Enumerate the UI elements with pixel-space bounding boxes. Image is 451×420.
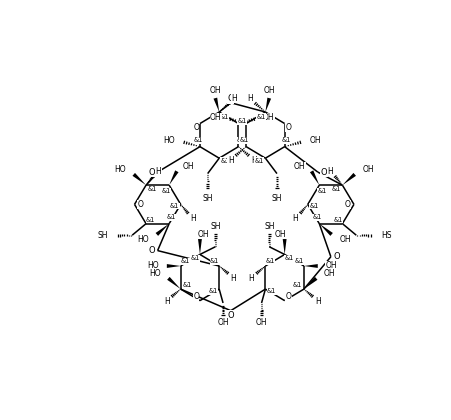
Text: &1: &1	[219, 114, 229, 120]
Text: OH: OH	[309, 136, 321, 145]
Text: OH: OH	[198, 230, 210, 239]
Text: &1: &1	[331, 186, 341, 192]
Text: HO: HO	[164, 136, 175, 145]
Text: H: H	[293, 214, 298, 223]
Polygon shape	[198, 239, 202, 255]
Polygon shape	[304, 277, 318, 289]
Text: H: H	[327, 167, 333, 176]
Text: OH: OH	[256, 318, 267, 328]
Text: O: O	[138, 200, 143, 209]
Text: &1: &1	[293, 282, 302, 288]
Text: &1: &1	[256, 114, 265, 120]
Text: SH: SH	[202, 194, 213, 203]
Text: OH: OH	[183, 162, 195, 171]
Text: OH: OH	[326, 262, 337, 270]
Text: H: H	[228, 156, 234, 165]
Text: H: H	[247, 94, 253, 102]
Polygon shape	[304, 264, 318, 268]
Text: O: O	[193, 292, 199, 301]
Text: &1: &1	[255, 158, 264, 163]
Text: H: H	[190, 214, 196, 223]
Text: &1: &1	[194, 137, 203, 144]
Text: OH: OH	[363, 165, 374, 174]
Text: &1: &1	[309, 203, 318, 209]
Polygon shape	[319, 223, 333, 236]
Text: OH: OH	[263, 86, 275, 95]
Text: &1: &1	[313, 215, 322, 220]
Text: OH: OH	[263, 113, 275, 122]
Text: &1: &1	[239, 137, 249, 144]
Text: SH: SH	[210, 222, 221, 231]
Text: &1: &1	[147, 186, 157, 192]
Text: OH: OH	[217, 318, 229, 328]
Text: &1: &1	[285, 255, 294, 261]
Text: &1: &1	[208, 289, 218, 294]
Text: SH: SH	[272, 194, 282, 203]
Text: H: H	[249, 274, 254, 283]
Text: &1: &1	[146, 217, 155, 223]
Polygon shape	[342, 173, 356, 185]
Text: SH: SH	[97, 231, 107, 240]
Polygon shape	[265, 97, 271, 112]
Polygon shape	[156, 223, 169, 236]
Text: H: H	[230, 274, 236, 283]
Text: H: H	[156, 167, 161, 176]
Polygon shape	[169, 171, 179, 185]
Text: &1: &1	[238, 118, 247, 124]
Text: &1: &1	[170, 203, 179, 209]
Text: O: O	[227, 311, 234, 320]
Text: &1: &1	[167, 215, 176, 220]
Text: &1: &1	[236, 137, 245, 144]
Text: &1: &1	[267, 289, 276, 294]
Text: H: H	[232, 94, 238, 102]
Text: O: O	[321, 168, 327, 176]
Text: OH: OH	[324, 269, 336, 278]
Text: O: O	[334, 252, 341, 261]
Text: &1: &1	[191, 255, 200, 261]
Text: &1: &1	[318, 188, 327, 194]
Text: &1: &1	[281, 137, 291, 144]
Text: &1: &1	[182, 282, 192, 288]
Polygon shape	[283, 239, 286, 255]
Text: O: O	[148, 168, 155, 176]
Text: OH: OH	[275, 230, 287, 239]
Text: &1: &1	[238, 118, 247, 124]
Text: &1: &1	[221, 158, 230, 163]
Text: &1: &1	[333, 217, 342, 223]
Text: &1: &1	[265, 258, 275, 264]
Text: O: O	[193, 123, 199, 132]
Text: H: H	[164, 297, 170, 306]
Text: O: O	[285, 123, 291, 132]
Text: OH: OH	[210, 113, 221, 122]
Text: O: O	[227, 94, 234, 103]
Text: H: H	[251, 156, 257, 165]
Polygon shape	[167, 277, 181, 289]
Text: O: O	[148, 246, 155, 255]
Text: HO: HO	[147, 262, 159, 270]
Text: O: O	[285, 292, 291, 301]
Text: O: O	[345, 200, 351, 209]
Polygon shape	[310, 171, 319, 185]
Text: &1: &1	[210, 258, 219, 264]
Text: OH: OH	[339, 234, 351, 244]
Polygon shape	[167, 264, 181, 268]
Text: OH: OH	[210, 86, 221, 95]
Polygon shape	[213, 97, 219, 112]
Text: &1: &1	[295, 258, 304, 264]
Text: OH: OH	[294, 162, 305, 171]
Text: HO: HO	[115, 165, 126, 174]
Text: HO: HO	[149, 269, 161, 278]
Text: HO: HO	[138, 234, 149, 244]
Text: H: H	[315, 297, 321, 306]
Text: HS: HS	[381, 231, 391, 240]
Polygon shape	[133, 173, 146, 185]
Text: &1: &1	[161, 188, 170, 194]
Text: &1: &1	[181, 258, 190, 264]
Text: SH: SH	[264, 222, 275, 231]
